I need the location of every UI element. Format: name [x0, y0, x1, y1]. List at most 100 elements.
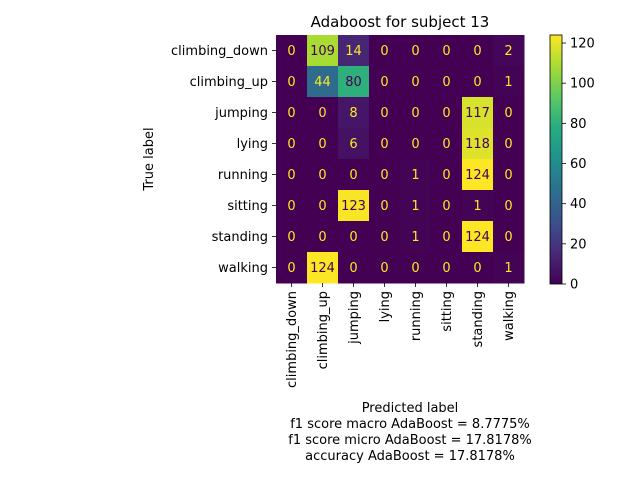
heatmap-cell: [493, 159, 525, 191]
cell-value-label: 0: [318, 230, 326, 245]
y-tick-label: lying: [237, 137, 268, 152]
cell-value-label: 0: [504, 137, 512, 152]
heatmap-cell: [369, 35, 401, 67]
cell-value-label: 0: [287, 168, 295, 183]
x-tick-label: climbing_down: [285, 291, 300, 388]
cell-value-label: 124: [465, 230, 490, 245]
cell-value-label: 6: [349, 137, 357, 152]
cell-value-label: 0: [442, 106, 450, 121]
cell-value-label: 0: [504, 168, 512, 183]
heatmap-cell: [338, 66, 370, 98]
heatmap-cell: [307, 66, 339, 98]
cell-value-label: 2: [504, 44, 512, 59]
cell-value-label: 0: [442, 75, 450, 90]
cell-value-label: 0: [349, 230, 357, 245]
cell-value-label: 0: [318, 199, 326, 214]
heatmap-cell: [369, 159, 401, 191]
cell-value-label: 0: [287, 199, 295, 214]
y-tick-label: sitting: [227, 199, 268, 214]
heatmap-cell: [276, 35, 308, 67]
cell-value-label: 0: [473, 261, 481, 276]
heatmap-cell: [462, 128, 494, 160]
cell-value-label: 0: [380, 168, 388, 183]
heatmap-cell: [462, 252, 494, 284]
heatmap-cell: [369, 252, 401, 284]
cell-value-label: 0: [349, 168, 357, 183]
x-tick-label: climbing_up: [316, 291, 331, 369]
heatmap-cell: [431, 221, 463, 253]
accuracy-text: accuracy AdaBoost = 17.8178%: [305, 449, 515, 464]
heatmap-cell: [307, 35, 339, 67]
cell-value-label: 1: [504, 75, 512, 90]
heatmap-cell: [400, 190, 432, 222]
heatmap-cell: [276, 66, 308, 98]
cell-value-label: 44: [314, 75, 331, 90]
heatmap-cell: [369, 97, 401, 129]
cell-value-label: 0: [287, 44, 295, 59]
heatmap-cell: [462, 35, 494, 67]
heatmap-cell: [493, 190, 525, 222]
cell-value-label: 0: [442, 261, 450, 276]
colorbar-tick-label: 80: [570, 117, 587, 132]
colorbar-tick-label: 0: [570, 278, 578, 293]
cell-value-label: 0: [380, 137, 388, 152]
x-tick-label: walking: [502, 291, 517, 341]
heatmap-cell: [431, 66, 463, 98]
y-tick-label: standing: [212, 230, 268, 245]
heatmap-cell: [307, 190, 339, 222]
heatmap-cell: [431, 35, 463, 67]
heatmap-cell: [400, 128, 432, 160]
heatmap-cell: [400, 97, 432, 129]
cell-value-label: 80: [345, 75, 362, 90]
heatmap-cell: [338, 35, 370, 67]
heatmap-cell: [338, 159, 370, 191]
heatmap-cell: [276, 97, 308, 129]
colorbar-ticks: 0 20 40 60 80 100 120: [562, 37, 595, 293]
heatmap-cell: [400, 221, 432, 253]
cell-value-label: 123: [341, 199, 366, 214]
heatmap-cell: [400, 35, 432, 67]
heatmap-cell: [431, 159, 463, 191]
chart-title: Adaboost for subject 13: [311, 13, 490, 31]
x-tick-label: jumping: [347, 291, 362, 345]
cell-value-label: 1: [411, 199, 419, 214]
heatmap-cell: [400, 252, 432, 284]
cell-value-label: 14: [345, 44, 362, 59]
x-tick-label: lying: [378, 291, 393, 322]
cell-value-label: 1: [411, 168, 419, 183]
cell-value-label: 0: [380, 44, 388, 59]
heatmap-cell: [462, 190, 494, 222]
heatmap-cell: [369, 128, 401, 160]
cell-value-label: 0: [442, 44, 450, 59]
y-tick-label: climbing_down: [171, 44, 268, 59]
x-tick-labels: climbing_down climbing_up jumping lying runn…: [285, 283, 517, 388]
cell-value-label: 0: [380, 75, 388, 90]
cell-value-label: 0: [318, 106, 326, 121]
heatmap-cell: [276, 159, 308, 191]
heatmap-cell: [307, 159, 339, 191]
cell-value-label: 0: [442, 230, 450, 245]
colorbar-tick-label: 120: [570, 37, 595, 52]
heatmap-cell: [431, 128, 463, 160]
x-tick-label: running: [409, 291, 424, 341]
colorbar: [549, 34, 563, 285]
cell-value-label: 118: [465, 137, 490, 152]
cell-value-label: 0: [442, 137, 450, 152]
heatmap-cell: [276, 221, 308, 253]
cell-value-label: 0: [411, 75, 419, 90]
heatmap-cell: [307, 252, 339, 284]
cell-value-label: 0: [287, 261, 295, 276]
colorbar-tick-label: 40: [570, 197, 587, 212]
cell-value-label: 109: [310, 44, 335, 59]
cell-value-label: 0: [287, 137, 295, 152]
y-tick-label: climbing_up: [190, 75, 268, 90]
cell-value-label: 0: [442, 199, 450, 214]
colorbar-tick-label: 60: [570, 157, 587, 172]
cell-value-label: 124: [465, 168, 490, 183]
cell-value-label: 0: [473, 75, 481, 90]
x-tick-label: sitting: [440, 291, 455, 332]
cell-value-label: 0: [287, 230, 295, 245]
cell-value-label: 0: [504, 106, 512, 121]
heatmap-cell: [369, 66, 401, 98]
heatmap-cell: [462, 159, 494, 191]
